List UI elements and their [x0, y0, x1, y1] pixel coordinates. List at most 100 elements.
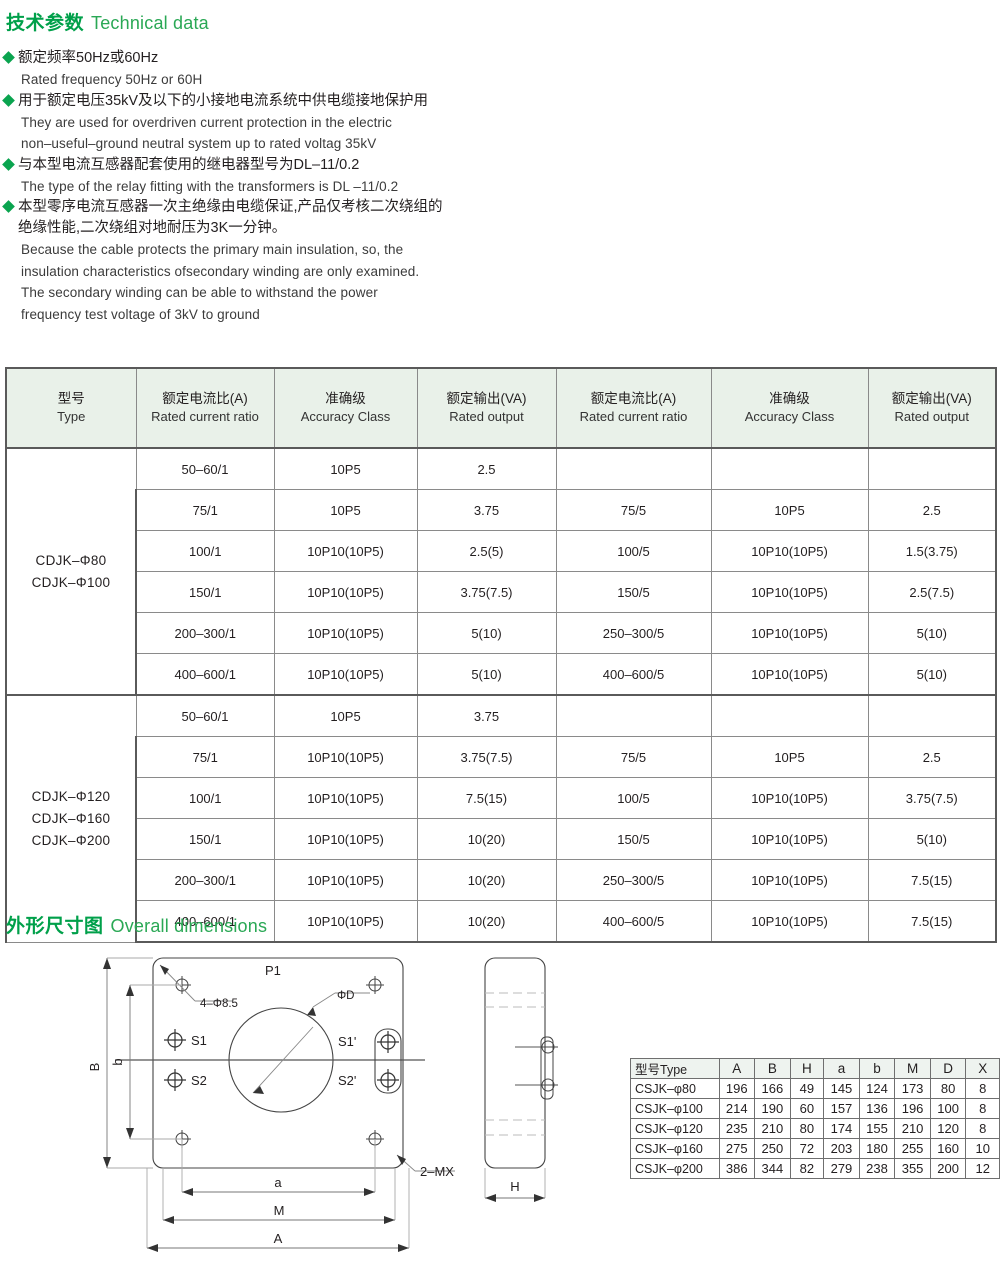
cell-ratio: 200–300/1 — [135, 612, 275, 654]
cell-ratio-2: 75/5 — [555, 489, 712, 531]
cell-accuracy-2: 10P10(10P5) — [710, 571, 869, 613]
label-bore-diameter: ΦD — [337, 990, 354, 1002]
cell-output: 7.5(15) — [416, 777, 557, 819]
cell-output: 3.75 — [416, 694, 557, 737]
dim-cell-H: 60 — [789, 1098, 825, 1119]
col-header-en: Accuracy Class — [744, 409, 835, 424]
cell-accuracy-2: 10P10(10P5) — [710, 653, 869, 696]
cell-accuracy: 10P5 — [273, 447, 418, 490]
dim-cell-A: 275 — [718, 1138, 756, 1159]
bullet-item-relay: 与本型电流互感器配套使用的继电器型号为DL–11/0.2 The type of… — [2, 155, 704, 198]
dim-col-header-M: M — [894, 1058, 931, 1079]
terminal-s1p-symbol — [377, 1031, 399, 1053]
cell-ratio: 100/1 — [135, 530, 275, 572]
cell-output-2: 2.5 — [867, 736, 997, 778]
cell-accuracy: 10P10(10P5) — [273, 571, 418, 613]
cell-accuracy: 10P10(10P5) — [273, 859, 418, 901]
cell-ratio: 150/1 — [135, 571, 275, 613]
cell-accuracy: 10P10(10P5) — [273, 612, 418, 654]
col-header-cn: 额定电流比(A) — [590, 391, 677, 406]
dim-cell-B: 166 — [754, 1078, 791, 1099]
cell-ratio: 50–60/1 — [135, 447, 275, 490]
dim-cell-X: 10 — [965, 1138, 1000, 1159]
col-header-en: Accuracy Class — [300, 409, 391, 424]
dim-cell-M: 196 — [894, 1098, 931, 1119]
leader-arrowheads — [160, 965, 406, 1165]
cell-output: 5(10) — [416, 653, 557, 696]
bullet-en-line: Because the cable protects the primary m… — [21, 242, 404, 257]
dim-cell-X: 8 — [965, 1118, 1000, 1139]
cell-accuracy: 10P10(10P5) — [273, 736, 418, 778]
col-header-rated-output-2: 额定输出(VA) Rated output — [867, 367, 997, 449]
label-dim-M: M — [274, 1203, 285, 1218]
label-dim-b: b — [110, 1058, 125, 1065]
leader-lines — [159, 964, 455, 1172]
cell-ratio-2: 75/5 — [555, 736, 712, 778]
table-row: 200–300/1 10P10(10P5) 10(20) 250–300/5 1… — [6, 859, 997, 901]
cell-accuracy-2: 10P5 — [710, 489, 869, 531]
cell-output-2: 5(10) — [867, 653, 997, 696]
col-header-cn: 额定电流比(A) — [162, 391, 248, 406]
col-header-accuracy-class-1: 准确级 Accuracy Class — [273, 367, 418, 449]
col-header-cn: 准确级 — [769, 391, 810, 406]
dim-cell-M: 355 — [894, 1158, 931, 1179]
bullet-en-line: The secondary winding can be able to wit… — [21, 285, 378, 300]
cell-ratio-2 — [555, 447, 712, 490]
dim-cell-b: 238 — [858, 1158, 896, 1179]
dim-cell-D: 160 — [929, 1138, 967, 1159]
bullet-en-line: insulation characteristics ofsecondary w… — [21, 263, 420, 279]
cell-output: 10(20) — [416, 818, 557, 860]
bullet-en-line: frequency test voltage of 3kV to ground — [21, 306, 260, 322]
heading-dimensions-cn: 外形尺寸图 — [6, 916, 104, 937]
table-header-row: 型号 Type 额定电流比(A) Rated current ratio 准确级… — [5, 367, 997, 449]
bullet-cn-text: 额定频率50Hz或60Hz — [18, 50, 159, 66]
label-dim-a: a — [274, 1175, 282, 1190]
diamond-bullet-icon — [2, 200, 15, 213]
dim-cell-a: 157 — [823, 1098, 860, 1119]
side-view-hidden-lines — [485, 992, 545, 1136]
diamond-bullet-icon — [2, 51, 15, 64]
bullet-cn-text: 与本型电流互感器配套使用的继电器型号为DL–11/0.2 — [18, 156, 360, 173]
cell-output: 2.5(5) — [416, 530, 557, 572]
table-row: CSJK–φ160 275 250 72 203 180 255 160 10 — [630, 1138, 1000, 1159]
specification-table-body: CDJK–Φ80 CDJK–Φ100 50–60/1 10P5 2.5 75/1… — [5, 447, 997, 943]
col-header-cn: 准确级 — [325, 391, 366, 406]
cell-accuracy-2: 10P10(10P5) — [710, 612, 869, 654]
bullet-item-voltage: 用于额定电压35kV及以下的小接地电流系统中供电缆接地保护用 They are … — [2, 91, 704, 155]
dim-cell-H: 72 — [789, 1138, 825, 1159]
terminal-s2p-symbol — [377, 1069, 399, 1091]
col-header-en: Rated current ratio — [151, 409, 259, 424]
dim-cell-b: 180 — [858, 1138, 896, 1159]
table-row: 75/1 10P10(10P5) 3.75(7.5) 75/5 10P5 2.5 — [6, 736, 997, 778]
dim-col-header-B: B — [754, 1058, 791, 1079]
cell-output-2 — [867, 447, 997, 490]
terminal-s2-symbol — [164, 1069, 186, 1091]
col-header-rated-current-ratio-2: 额定电流比(A) Rated current ratio — [555, 367, 712, 449]
model-cell-group-1: CDJK–Φ80 CDJK–Φ100 — [5, 447, 137, 696]
cell-accuracy-2: 10P10(10P5) — [710, 900, 869, 943]
dim-cell-b: 136 — [858, 1098, 896, 1119]
cell-output: 3.75(7.5) — [416, 571, 557, 613]
cell-accuracy: 10P5 — [273, 694, 418, 737]
cell-output-2: 2.5 — [867, 489, 997, 531]
dim-cell-type: CSJK–φ160 — [630, 1138, 720, 1159]
label-dim-B: B — [87, 1063, 102, 1072]
cell-ratio: 400–600/1 — [135, 653, 275, 696]
cell-ratio: 150/1 — [135, 818, 275, 860]
label-s2-prime: S2' — [338, 1073, 356, 1088]
cell-output-2: 5(10) — [867, 612, 997, 654]
col-header-rated-output-1: 额定输出(VA) Rated output — [416, 367, 557, 449]
cell-accuracy-2: 10P10(10P5) — [710, 777, 869, 819]
cell-ratio: 75/1 — [135, 736, 275, 778]
col-header-rated-current-ratio-1: 额定电流比(A) Rated current ratio — [135, 367, 275, 449]
cell-output: 3.75(7.5) — [416, 736, 557, 778]
body-outline — [152, 957, 404, 1169]
dim-col-header-A: A — [718, 1058, 756, 1079]
table-row: CSJK–φ80 196 166 49 145 124 173 80 8 — [630, 1078, 1000, 1099]
table-row: 75/1 10P5 3.75 75/5 10P5 2.5 — [6, 489, 997, 531]
dim-cell-M: 173 — [894, 1078, 931, 1099]
dim-cell-A: 235 — [718, 1118, 756, 1139]
dim-cell-X: 8 — [965, 1078, 1000, 1099]
label-mx: 2–MX — [420, 1164, 454, 1179]
